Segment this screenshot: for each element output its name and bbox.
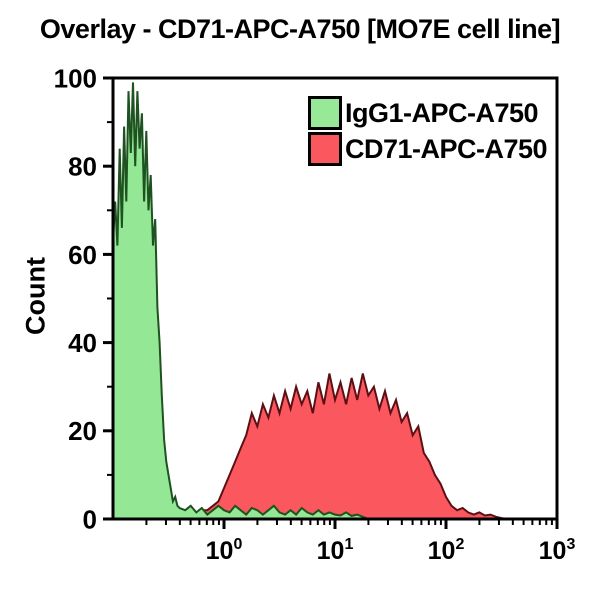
legend-swatch-cd71 bbox=[308, 132, 342, 166]
y-tick-label-80: 80 bbox=[68, 152, 97, 182]
y-tick-label-0: 0 bbox=[83, 504, 97, 534]
x-tick-label-10e2: 102 bbox=[428, 536, 465, 565]
x-tick-label-10e0: 100 bbox=[206, 536, 243, 565]
legend: IgG1-APC-A750 CD71-APC-A750 bbox=[308, 96, 548, 166]
histogram-igg1-apc-a750 bbox=[112, 82, 369, 520]
legend-label-cd71: CD71-APC-A750 bbox=[345, 134, 548, 164]
x-tick-label-10e3: 103 bbox=[539, 536, 576, 565]
y-tick-label-20: 20 bbox=[68, 416, 97, 446]
y-tick-label-100: 100 bbox=[54, 63, 97, 93]
legend-swatch-igg1 bbox=[308, 96, 342, 130]
chart-title: Overlay - CD71-APC-A750 [MO7E cell line] bbox=[39, 14, 561, 44]
y-tick-label-60: 60 bbox=[68, 240, 97, 270]
y-tick-label-40: 40 bbox=[68, 328, 97, 358]
x-tick-label-10e1: 101 bbox=[317, 536, 354, 565]
legend-item-cd71: CD71-APC-A750 bbox=[308, 132, 548, 166]
legend-item-igg1: IgG1-APC-A750 bbox=[308, 96, 547, 130]
legend-label-igg1: IgG1-APC-A750 bbox=[345, 98, 539, 128]
histogram-cd71-apc-a750 bbox=[179, 373, 508, 520]
